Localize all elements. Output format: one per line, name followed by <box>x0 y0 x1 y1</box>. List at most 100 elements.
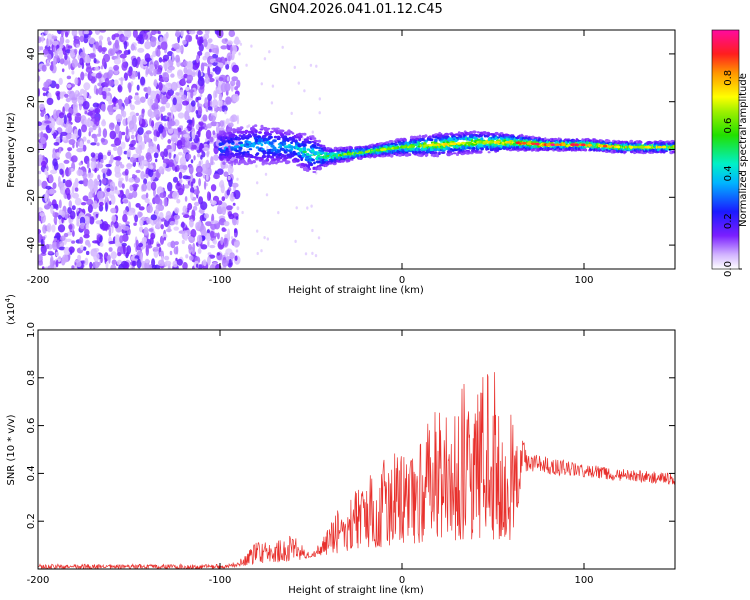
spectrogram-cell <box>145 130 152 135</box>
spectrogram-cell <box>155 158 158 163</box>
spectrogram-cell <box>119 53 127 59</box>
spectrogram-cell <box>184 232 188 241</box>
spectrogram-cell <box>211 47 219 54</box>
spectrogram-cell <box>84 228 90 236</box>
spectrogram-cell <box>53 142 60 146</box>
spectrogram-cell <box>307 164 311 169</box>
spectrogram-cell <box>452 142 457 145</box>
spectrogram-cell <box>473 136 479 140</box>
spectrogram-cell <box>476 131 480 134</box>
spectrogram-cell <box>39 103 45 111</box>
spectrogram-cell <box>66 231 73 236</box>
spectrogram-cell <box>135 112 139 116</box>
spectrogram-cell <box>94 66 100 71</box>
spectrogram-cell <box>46 171 49 178</box>
spectrogram-cell <box>153 68 157 77</box>
spectrogram-cell <box>58 214 62 220</box>
spectrogram-cell <box>93 57 97 64</box>
spectrogram-cell <box>93 252 100 262</box>
spectrogram-cell <box>293 65 296 69</box>
y-tick-label: 0 <box>26 146 37 152</box>
spectrogram-cell <box>84 72 88 77</box>
spectrogram-cell <box>82 171 87 180</box>
spectrogram-cell <box>156 48 161 57</box>
spectrogram-cell <box>133 94 140 101</box>
spectrogram-cell <box>197 106 203 116</box>
spectrogram-cell <box>99 30 106 33</box>
spectrogram-cell <box>80 224 85 230</box>
spectrogram-cell <box>216 168 224 175</box>
spectrogram-cell <box>318 97 321 101</box>
spectrogram-cell <box>173 43 181 50</box>
spectrogram-cell <box>101 57 106 67</box>
spectrogram-cell <box>101 77 105 82</box>
spectrogram-cell <box>230 114 238 122</box>
spectrogram-cell <box>286 160 291 164</box>
spectrogram-cell <box>71 205 76 211</box>
spectrogram-cell <box>144 53 151 62</box>
spectrogram-cell <box>314 146 319 149</box>
spectrogram-cell <box>121 260 128 268</box>
spectrogram-cell <box>211 220 219 224</box>
spectrogram-cell <box>95 41 99 50</box>
spectrogram-cell <box>220 236 224 246</box>
spectrogram-cell <box>202 114 208 122</box>
spectrogram-cell <box>193 155 196 161</box>
spectrogram-cell <box>141 108 145 114</box>
spectrogram-cell <box>101 178 107 185</box>
spectrogram-cell <box>288 130 293 134</box>
spectrogram-cell <box>62 46 67 56</box>
spectrogram-cell <box>397 154 403 157</box>
spectrogram-cell <box>108 48 114 57</box>
spectrogram-cell <box>150 72 154 77</box>
spectrogram-cell <box>461 145 465 149</box>
spectrogram-cell <box>69 210 76 220</box>
spectrogram-cell <box>207 252 212 256</box>
spectrogram-cell <box>190 192 194 200</box>
spectrogram-cell <box>130 134 135 140</box>
spectrogram-cell <box>141 183 147 192</box>
spectrogram-cell <box>270 141 274 146</box>
spectrogram-cell <box>84 257 89 266</box>
spectrogram-cell <box>238 52 241 56</box>
spectrogram-cell <box>68 200 73 208</box>
spectrogram-cell <box>158 65 161 70</box>
spectrogram-cell <box>38 228 41 235</box>
spectrogram-cell <box>77 254 82 261</box>
spectrogram-cell <box>315 64 318 68</box>
spectrogram-cell <box>182 146 188 153</box>
spectrogram-cell <box>264 162 269 165</box>
spectrogram-cell <box>65 39 70 44</box>
spectrogram-cell <box>247 141 252 144</box>
spectrogram-cell <box>290 141 293 144</box>
spectrogram-cell <box>323 159 329 162</box>
spectrogram-cell <box>169 189 173 198</box>
spectrogram-cell <box>235 216 239 220</box>
spectrogram-cell <box>188 164 194 175</box>
spectrogram-cell <box>197 101 200 108</box>
spectrogram-cell <box>160 113 164 121</box>
spectrogram-cell <box>78 162 82 166</box>
spectrogram-cell <box>283 145 289 148</box>
spectrogram-cell <box>308 168 312 171</box>
spectrogram-cell <box>145 65 149 76</box>
spectrogram-cell <box>200 244 208 250</box>
spectrogram-cell <box>222 161 226 165</box>
spectrogram-cell <box>141 236 147 244</box>
spectrogram-cell <box>633 145 638 149</box>
spectrogram-cell <box>238 141 243 144</box>
spectrogram-cell <box>221 38 229 44</box>
spectrogram-cell <box>489 141 494 144</box>
spectrogram-cell <box>145 244 153 249</box>
spectrogram-cell <box>106 169 112 177</box>
spectrogram-cell <box>223 132 227 136</box>
spectrogram-cell <box>253 124 258 127</box>
spectrogram-cell <box>268 135 273 139</box>
spectrogram-cell <box>218 93 223 101</box>
spectrogram-cell <box>260 143 264 147</box>
spectrogram-cell <box>228 213 235 220</box>
spectrogram-cell <box>297 151 301 156</box>
spectrogram-cell <box>111 214 117 223</box>
spectrogram-cell <box>152 126 155 131</box>
spectrogram-cell <box>182 183 185 192</box>
